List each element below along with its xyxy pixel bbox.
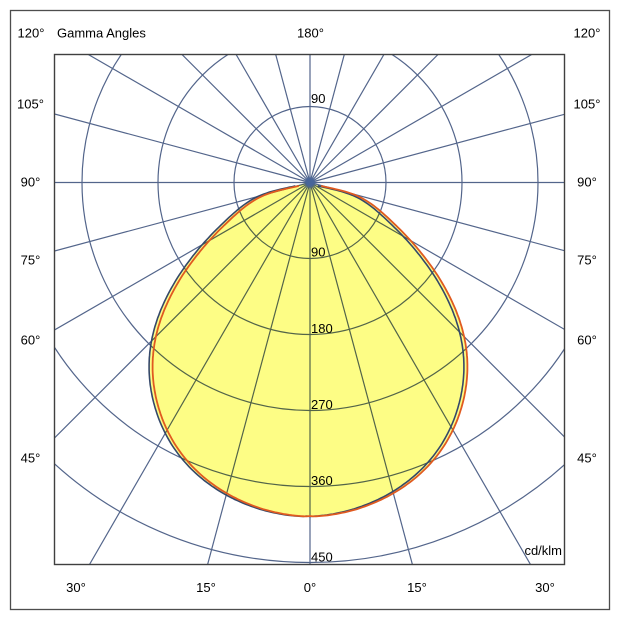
svg-text:450: 450: [311, 550, 333, 565]
svg-text:90°: 90°: [577, 175, 597, 190]
svg-text:120°: 120°: [574, 26, 601, 41]
svg-text:75°: 75°: [577, 253, 597, 268]
svg-text:90°: 90°: [21, 175, 41, 190]
svg-text:105°: 105°: [574, 97, 601, 112]
svg-text:360: 360: [311, 473, 333, 488]
svg-text:60°: 60°: [21, 333, 41, 348]
svg-text:30°: 30°: [535, 580, 555, 595]
svg-text:15°: 15°: [196, 580, 216, 595]
svg-text:Gamma Angles: Gamma Angles: [57, 26, 146, 41]
svg-text:0°: 0°: [304, 580, 316, 595]
svg-text:105°: 105°: [17, 97, 44, 112]
svg-text:180°: 180°: [297, 26, 324, 41]
svg-text:90: 90: [311, 91, 325, 106]
svg-text:90: 90: [311, 245, 325, 260]
svg-text:75°: 75°: [21, 253, 41, 268]
svg-text:120°: 120°: [18, 26, 45, 41]
svg-text:cd/klm: cd/klm: [524, 543, 562, 558]
svg-text:270: 270: [311, 397, 333, 412]
svg-text:60°: 60°: [577, 333, 597, 348]
svg-text:45°: 45°: [21, 451, 41, 466]
svg-text:180: 180: [311, 321, 333, 336]
svg-text:45°: 45°: [577, 451, 597, 466]
svg-text:15°: 15°: [407, 580, 427, 595]
svg-text:30°: 30°: [66, 580, 86, 595]
